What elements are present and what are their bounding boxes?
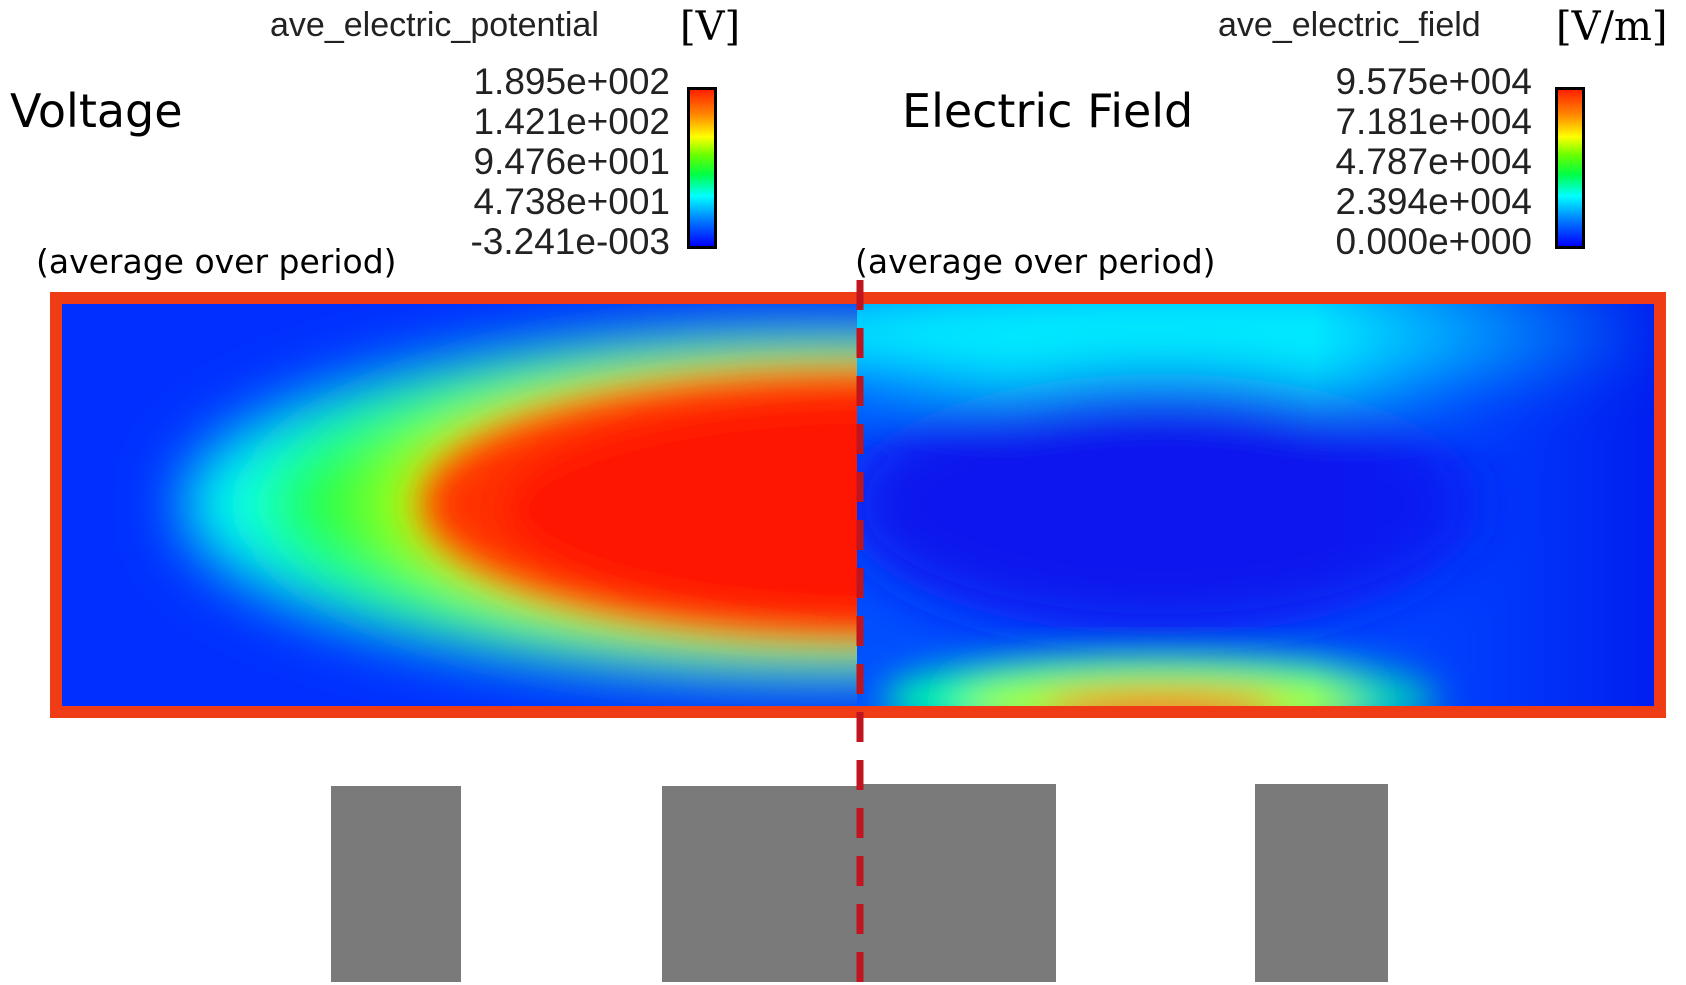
field-tick: 7.181e+004 bbox=[1335, 101, 1532, 142]
potential-tick: 1.421e+002 bbox=[473, 101, 670, 142]
electric-field-label: Electric Field bbox=[902, 84, 1194, 138]
potential-legend-title: ave_electric_potential bbox=[270, 6, 599, 44]
potential-legend-unit: [V] bbox=[680, 4, 741, 50]
potential-legend-ticks: 1.895e+002 1.421e+002 9.476e+001 4.738e+… bbox=[440, 62, 670, 262]
field-note: (average over period) bbox=[855, 242, 1216, 281]
electric-field-map bbox=[857, 304, 1654, 706]
field-tick: 0.000e+000 bbox=[1335, 221, 1532, 262]
electrode-block bbox=[331, 786, 461, 982]
voltage-label: Voltage bbox=[10, 84, 183, 138]
voltage-map bbox=[62, 304, 857, 706]
field-colorbar bbox=[1555, 87, 1585, 249]
field-tick: 2.394e+004 bbox=[1335, 181, 1532, 222]
electrode-block bbox=[662, 786, 858, 982]
potential-colorbar bbox=[687, 87, 717, 249]
electrode-block bbox=[1255, 784, 1388, 982]
field-legend-title: ave_electric_field bbox=[1218, 6, 1481, 44]
field-tick: 9.575e+004 bbox=[1335, 61, 1532, 102]
simulation-field-frame bbox=[50, 292, 1666, 718]
field-legend-ticks: 9.575e+004 7.181e+004 4.787e+004 2.394e+… bbox=[1302, 62, 1532, 262]
potential-tick: 1.895e+002 bbox=[473, 61, 670, 102]
field-legend-unit: [V/m] bbox=[1556, 4, 1668, 50]
field-tick: 4.787e+004 bbox=[1335, 141, 1532, 182]
potential-tick: 4.738e+001 bbox=[473, 181, 670, 222]
simulation-field-plot bbox=[62, 304, 1654, 706]
voltage-note: (average over period) bbox=[36, 242, 397, 281]
symmetry-divider-line bbox=[856, 280, 864, 985]
electrode-block bbox=[858, 784, 1056, 982]
potential-tick: 9.476e+001 bbox=[473, 141, 670, 182]
potential-tick: -3.241e-003 bbox=[470, 221, 670, 262]
